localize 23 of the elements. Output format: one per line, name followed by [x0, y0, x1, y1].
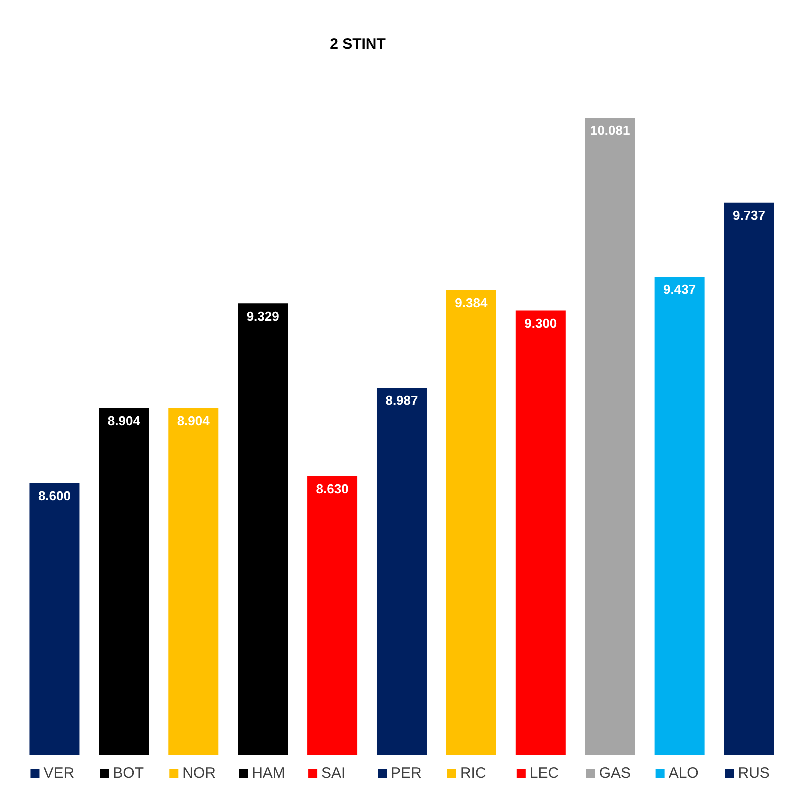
data-label: 8.630 [316, 481, 349, 496]
data-label: 8.904 [177, 414, 211, 429]
data-label: 8.904 [108, 414, 142, 429]
chart-title: 2 STINT [329, 36, 387, 53]
x-tick-label: LEC [530, 765, 560, 782]
x-tick-label: HAM [252, 765, 286, 782]
data-label: 9.437 [664, 282, 696, 298]
x-tick-label: PER [391, 765, 422, 782]
data-label: 10.081 [590, 123, 630, 138]
x-tick-label: GAS [599, 765, 632, 782]
x-tick-label: ALO [668, 765, 699, 782]
data-label: 9.329 [246, 308, 280, 324]
data-label: 9.300 [524, 316, 558, 331]
x-tick-label: RUS [738, 765, 770, 782]
x-tick-label: RIC [460, 765, 486, 782]
data-label: 9.384 [455, 295, 488, 310]
x-tick-label: SAI [322, 765, 346, 782]
x-tick-label: BOT [113, 765, 144, 782]
data-label: 9.737 [732, 208, 766, 224]
data-label: 8.600 [38, 488, 71, 504]
x-tick-label: VER [44, 765, 75, 782]
data-label: 8.987 [386, 393, 418, 408]
x-tick-label: NOR [182, 765, 216, 782]
